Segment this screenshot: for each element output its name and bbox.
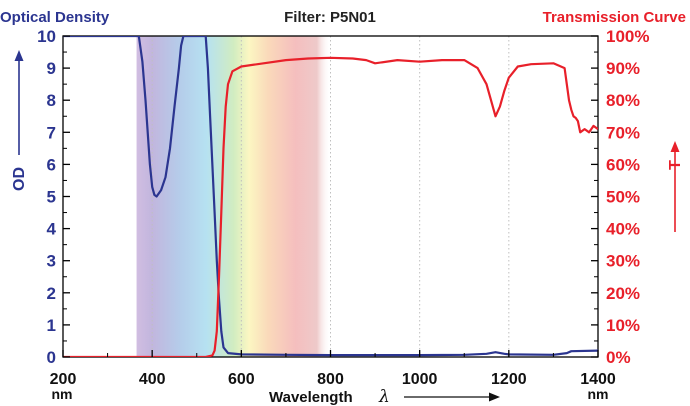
transmission-series-line [63,56,598,357]
right-tick-label: 40% [606,220,640,239]
x-axis-tick-labels: 200 400 600 800 1000 1200 1400 [50,371,616,388]
right-tick-label: 10% [606,316,640,335]
x-tick-label: 600 [228,371,255,388]
right-axis-tick-labels: 0% 10% 20% 30% 40% 50% 60% 70% 80% 90% 100% [606,27,649,367]
visible-spectrum-band [136,36,331,357]
right-axis-arrowhead [670,141,680,152]
vertical-gridlines [151,36,510,357]
left-tick-label: 5 [47,188,56,207]
x-tick-label: 1200 [491,371,527,388]
right-tick-label: 0% [606,348,631,367]
right-axis-title: Transmission Curve [543,9,686,26]
x-tick-label: 200 [50,371,77,388]
right-y-axis-label-group: T [667,141,684,232]
right-axis-ticks [591,35,598,358]
left-tick-label: 8 [47,91,56,110]
y-axis-label-left: OD [11,167,28,191]
right-tick-label: 70% [606,123,640,142]
left-tick-label: 3 [47,252,56,271]
left-tick-label: 9 [47,59,56,78]
chart-title: Filter: P5N01 [284,9,376,26]
x-tick-label: 400 [139,371,166,388]
right-tick-label: 100% [606,27,649,46]
right-tick-label: 20% [606,284,640,303]
right-tick-label: 50% [606,188,640,207]
x-tick-label: 800 [317,371,344,388]
right-tick-label: 30% [606,252,640,271]
left-tick-label: 6 [47,155,56,174]
left-tick-label: 10 [37,27,56,46]
x-unit-right: nm [588,386,609,402]
left-tick-label: 2 [47,284,56,303]
x-axis-arrow [404,392,500,402]
right-tick-label: 90% [606,59,640,78]
left-tick-label: 7 [47,123,56,142]
x-axis-label: Wavelength [269,389,353,406]
left-axis-tick-labels: 0 1 2 3 4 5 6 7 8 9 10 [37,27,56,367]
x-tick-label: 1400 [580,371,616,388]
left-axis-title: Optical Density [0,9,110,26]
left-tick-label: 0 [47,348,56,367]
left-y-axis-label-group: OD [11,50,28,191]
left-axis-ticks [62,35,599,358]
left-tick-label: 4 [47,220,57,239]
x-unit-left: nm [52,386,73,402]
right-tick-label: 60% [606,155,640,174]
od-series-line [63,36,598,357]
x-tick-label: 1000 [402,371,438,388]
lambda-symbol: λ [378,387,390,406]
right-tick-label: 80% [606,91,640,110]
left-tick-label: 1 [47,316,56,335]
left-axis-arrowhead [14,50,24,61]
